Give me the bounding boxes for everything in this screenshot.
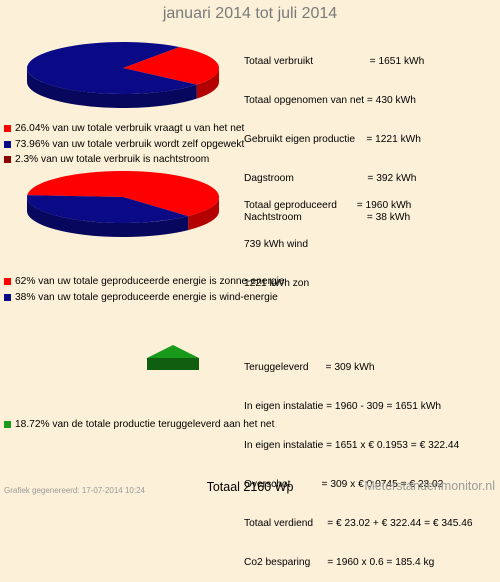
info-line: In eigen instalatie = 1651 x € 0.1953 = … — [244, 440, 460, 451]
pie-slice-side — [188, 197, 219, 231]
site-link[interactable]: Meterstandenmonitor.nl — [364, 479, 495, 493]
legend-label: 62% van uw totale geproduceerde energie … — [15, 276, 285, 287]
info-line: Co2 besparing = 1960 x 0.6 = 185.4 kg — [244, 557, 435, 568]
legend-label: 2.3% van uw totale verbruik is nachtstro… — [15, 154, 210, 165]
legend-swatch — [4, 156, 11, 164]
info-production: Totaal geproduceerd = 1960 kWh 739 kWh w… — [244, 173, 411, 303]
info-line: Totaal verdiend = € 23.02 + € 322.44 = €… — [244, 518, 473, 529]
legend-item: 38% van uw totale geproduceerde energie … — [4, 290, 285, 306]
legend-item: 73.96% van uw totale verbruik wordt zelf… — [4, 137, 244, 153]
legend-consumption: 26.04% van uw totale verbruik vraagt u v… — [4, 121, 244, 168]
generated-timestamp: Grafiek gegenereerd: 17-07-2014 10:24 — [4, 486, 145, 495]
legend-label: 38% van uw totale geproduceerde energie … — [15, 291, 278, 303]
legend-swatch — [4, 278, 11, 286]
pie-chart-production — [26, 171, 219, 237]
chart-title: januari 2014 tot juli 2014 — [162, 5, 338, 22]
pie-slice — [147, 345, 199, 358]
info-line: Gebruikt eigen productie = 1221 kWh — [244, 134, 421, 145]
legend-label: 73.96% van uw totale verbruik wordt zelf… — [15, 138, 245, 150]
pie-chart-return — [147, 345, 199, 370]
legend-return: 18.72% van de totale productie teruggele… — [4, 417, 274, 433]
info-line: 1221 kWh zon — [244, 278, 310, 289]
pie-slice — [27, 171, 219, 217]
legend-swatch — [4, 421, 11, 429]
legend-swatch — [4, 125, 11, 133]
legend-item: 2.3% van uw totale verbruik is nachtstro… — [4, 152, 244, 168]
legend-item: 18.72% van de totale productie teruggele… — [4, 417, 274, 433]
pie-slice — [27, 41, 197, 94]
info-consumption: Totaal verbruikt = 1651 kWh Totaal opgen… — [244, 29, 424, 237]
info-line: Totaal verbruikt = 1651 kWh — [244, 56, 425, 67]
legend-item: 62% van uw totale geproduceerde energie … — [4, 274, 285, 290]
info-line: Teruggeleverd = 309 kWh — [244, 362, 375, 373]
info-line: Nachtstroom = 38 kWh — [244, 212, 411, 223]
info-return: Teruggeleverd = 309 kWh In eigen instala… — [244, 335, 473, 582]
pie-slice-side — [196, 68, 219, 99]
pie-slice-side — [147, 358, 199, 370]
pie-slice-side — [27, 68, 197, 109]
legend-swatch — [4, 293, 11, 301]
info-line: Totaal opgenomen van net = 430 kWh — [244, 95, 416, 106]
legend-label: 26.04% van uw totale verbruik vraagt u v… — [15, 123, 245, 134]
pie-slice — [26, 195, 189, 223]
legend-swatch — [4, 140, 11, 148]
info-line: Dagstroom = 392 kWh — [244, 173, 417, 184]
info-line: Totaal geproduceerd = 1960 kWh — [244, 200, 412, 211]
total-capacity: Totaal 2160 Wp — [206, 480, 294, 494]
info-line: Overschot = 309 x € 0.0745 = € 23.02 — [244, 479, 444, 490]
info-line: In eigen instalatie = 1960 - 309 = 1651 … — [244, 401, 442, 412]
pie-chart-consumption — [27, 41, 219, 109]
legend-item: 26.04% van uw totale verbruik vraagt u v… — [4, 121, 244, 137]
legend-label: 18.72% van de totale productie teruggele… — [15, 419, 275, 430]
pie-slice — [123, 46, 219, 85]
legend-production: 62% van uw totale geproduceerde energie … — [4, 274, 285, 305]
info-line: 739 kWh wind — [244, 239, 308, 250]
pie-slice-side — [27, 197, 189, 237]
